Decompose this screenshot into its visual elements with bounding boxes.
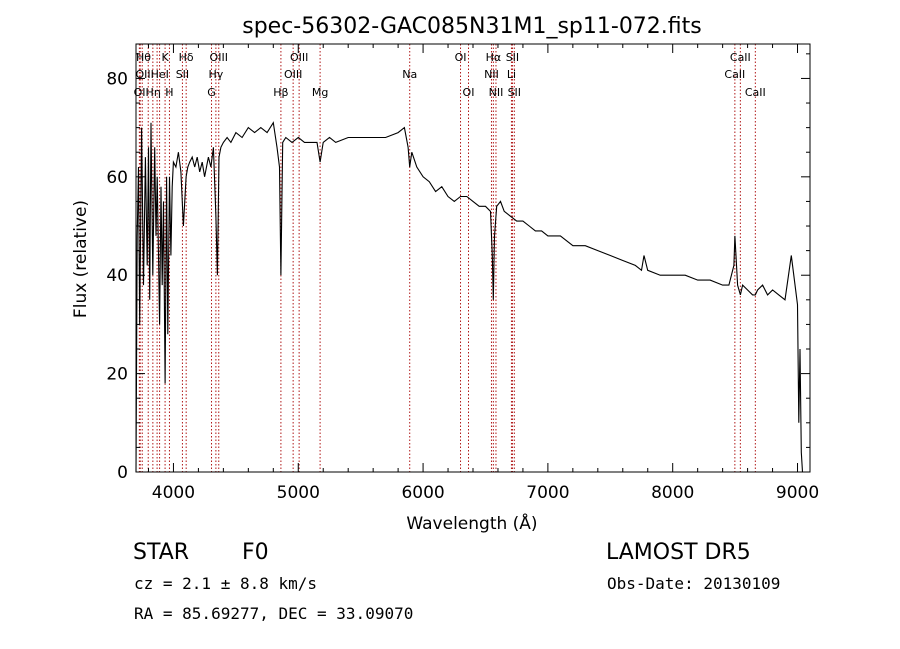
- y-tick-label: 0: [117, 463, 128, 483]
- line-label: Hθ: [136, 51, 151, 64]
- x-tick-label: 8000: [651, 483, 694, 503]
- series-layer: [135, 121, 804, 473]
- spectral-class: STAR: [133, 540, 190, 565]
- line-label: Li: [507, 68, 516, 81]
- spectral-subclass: F0: [242, 540, 269, 565]
- line-label: OIII: [284, 68, 302, 81]
- line-label: SII: [508, 86, 521, 99]
- line-label-layer: Hθ K Hδ OIII OIII OI Hα SII CaII OIIHeI SII Hγ OIII N…: [134, 51, 766, 99]
- line-label: OIII: [290, 51, 308, 64]
- y-tick-label: 80: [106, 69, 128, 89]
- line-label: NII: [484, 68, 499, 81]
- y-tick-label: 20: [106, 365, 128, 385]
- line-label: Mg: [312, 86, 328, 99]
- line-label: K: [161, 51, 169, 64]
- x-tick-label: 7000: [526, 483, 569, 503]
- line-label: G: [207, 86, 216, 99]
- line-label: OIHη: [134, 86, 161, 99]
- line-label: SII: [176, 68, 189, 81]
- line-label: OI: [455, 51, 467, 64]
- line-label: OIIHeI: [136, 68, 169, 81]
- plot-frame: [135, 43, 811, 473]
- survey-name: LAMOST DR5: [606, 540, 751, 565]
- x-tick-label: 5000: [277, 483, 320, 503]
- x-tick-label: 9000: [776, 483, 819, 503]
- y-tick-label: 60: [106, 168, 128, 188]
- tick-layer: 4000 5000 6000 7000 8000 9000 0 20 40 60 80: [106, 44, 819, 503]
- y-tick-label: 40: [106, 266, 128, 286]
- x-axis-label: Wavelength (Å): [406, 512, 537, 534]
- line-label: H: [165, 86, 173, 99]
- line-label: Na: [402, 68, 417, 81]
- line-label: Hα: [486, 51, 502, 64]
- line-label: CaII: [724, 68, 745, 81]
- line-label: Hγ: [208, 68, 223, 81]
- line-label: Hβ: [273, 86, 288, 99]
- x-tick-label: 4000: [152, 483, 195, 503]
- chart-title: spec-56302-GAC085N31M1_sp11-072.fits: [242, 14, 702, 39]
- line-label: Hδ: [179, 51, 194, 64]
- spectrum-line: [135, 121, 804, 473]
- line-label: OI: [463, 86, 475, 99]
- ra-dec-coordinates: RA = 85.69277, DEC = 33.09070: [134, 604, 414, 623]
- x-tick-label: 6000: [401, 483, 444, 503]
- line-marker-layer: [138, 44, 756, 472]
- observation-date: Obs-Date: 20130109: [607, 574, 781, 593]
- line-label: SII: [506, 51, 519, 64]
- line-label: NII: [489, 86, 504, 99]
- line-label: OIII: [210, 51, 228, 64]
- line-label: CaII: [745, 86, 766, 99]
- y-axis-label: Flux (relative): [71, 200, 91, 318]
- line-label: CaII: [730, 51, 751, 64]
- redshift-cz: cz = 2.1 ± 8.8 km/s: [134, 574, 318, 593]
